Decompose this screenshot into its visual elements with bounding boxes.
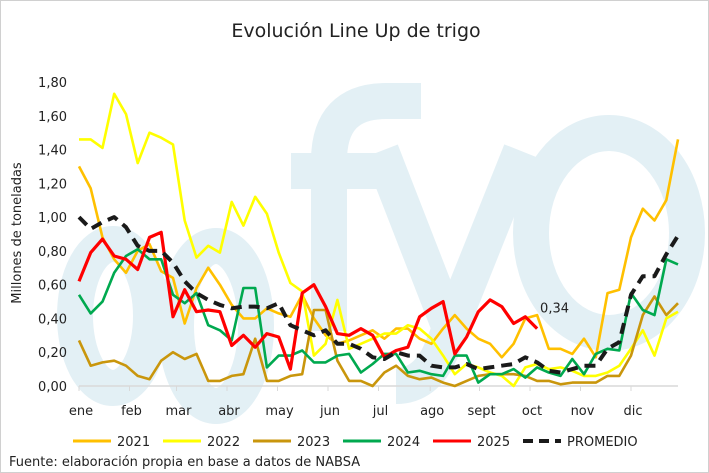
data-label: 0,34 [540, 302, 569, 317]
series-line-2022 [79, 92, 679, 388]
y-tick-label: 0,60 [38, 279, 67, 294]
y-tick-label: 1,80 [38, 76, 67, 91]
x-tick-label: oct [522, 404, 542, 419]
y-tick-label: 0,80 [38, 245, 67, 260]
x-tick-label: mar [165, 404, 192, 419]
series-line-2024 [77, 247, 679, 384]
x-tick-label: abr [218, 404, 240, 419]
chart-title: Evolución Line Up de trigo [231, 20, 480, 42]
legend-label: 2022 [207, 435, 240, 450]
legend-label: 2021 [117, 435, 150, 450]
series-line-2023 [77, 295, 679, 388]
y-tick-label: 1,20 [38, 177, 67, 192]
x-tick-label: may [265, 404, 294, 419]
source-note: Fuente: elaboración propia en base a dat… [9, 455, 360, 470]
x-tick-label: ago [420, 404, 444, 419]
x-tick-label: feb [121, 404, 142, 419]
x-tick-label: jul [372, 404, 388, 419]
y-tick-label: 1,40 [38, 144, 67, 159]
y-tick-label: 1,60 [38, 110, 67, 125]
y-tick-label: 0,20 [38, 346, 67, 361]
x-tick-label: ene [69, 404, 93, 419]
x-tick-label: jun [319, 404, 340, 419]
legend-label: 2024 [387, 435, 420, 450]
legend-label: 2023 [297, 435, 330, 450]
watermark-shape [57, 226, 169, 406]
watermark-letter-y [364, 144, 538, 404]
x-tick-label: dic [624, 404, 643, 419]
y-tick-label: 0,40 [38, 312, 67, 327]
y-tick-label: 0,00 [38, 380, 67, 395]
series-line-2025 [77, 230, 539, 371]
y-tick-label: 1,00 [38, 211, 67, 226]
watermark-letter-o [513, 115, 705, 351]
watermark-logo [57, 83, 705, 424]
y-axis-label: Millones de toneladas [10, 162, 25, 304]
x-tick-label: sept [467, 404, 495, 419]
legend-label: PROMEDIO [567, 435, 638, 450]
watermark-shape [158, 228, 274, 424]
series-line-promedio [77, 215, 680, 375]
x-tick-label: nov [571, 404, 595, 419]
legend-label: 2025 [477, 435, 510, 450]
